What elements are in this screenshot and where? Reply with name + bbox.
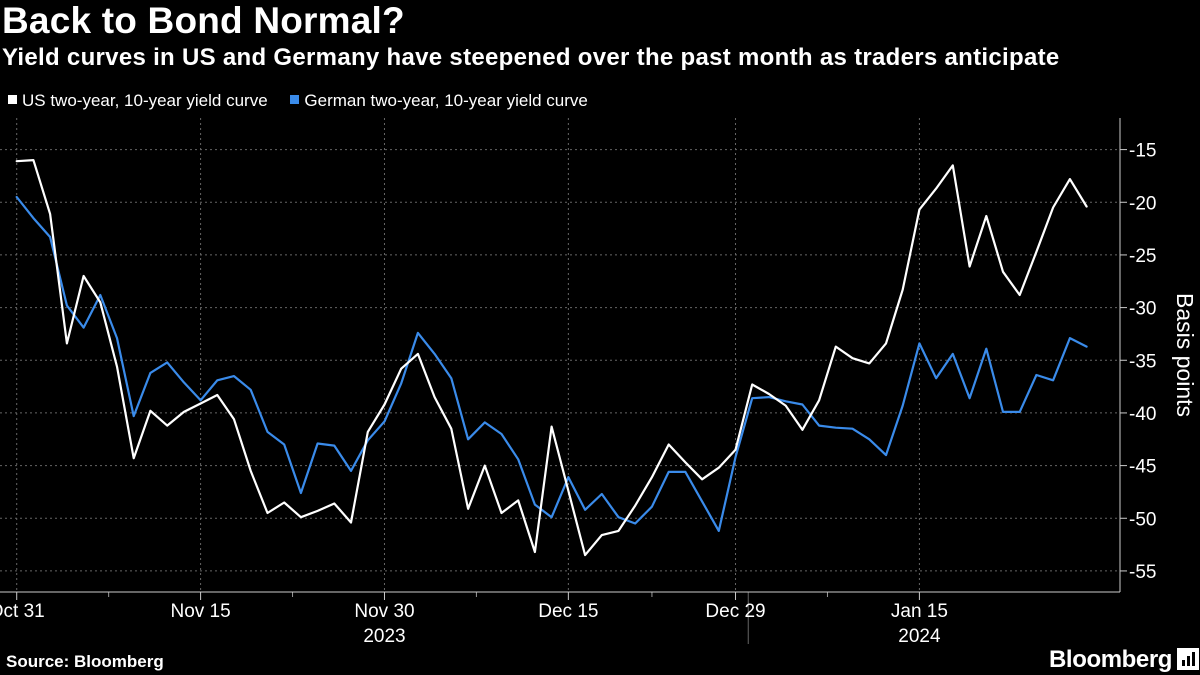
y-tick-label: -45 — [1129, 457, 1156, 478]
x-year-label: 2024 — [898, 626, 941, 647]
legend: US two-year, 10-year yield curve German … — [8, 91, 606, 111]
x-tick-label: Nov 30 — [354, 601, 414, 622]
legend-label-german: German two-year, 10-year yield curve — [304, 91, 588, 110]
bloomberg-terminal-icon — [1177, 648, 1199, 670]
y-tick-label: -20 — [1129, 193, 1156, 214]
german-yield-curve-line — [15, 195, 1088, 533]
legend-swatch-us — [8, 95, 17, 104]
source-note: Source: Bloomberg — [6, 652, 164, 671]
legend-item-german: German two-year, 10-year yield curve — [290, 91, 588, 111]
y-axis-title: Basis points — [1172, 293, 1198, 417]
legend-label-us: US two-year, 10-year yield curve — [22, 91, 268, 110]
y-tick-label: -25 — [1129, 246, 1156, 267]
legend-item-us: US two-year, 10-year yield curve — [8, 91, 268, 111]
label-layer: -15 -20 -25 -30 -35 -40 -45 -50 -55 Oct 31 Nov 15 N… — [0, 141, 1198, 647]
y-tick-label: -50 — [1129, 509, 1156, 530]
bloomberg-logo: Bloomberg — [1049, 646, 1173, 673]
legend-swatch-german — [290, 95, 300, 104]
y-tick-label: -35 — [1129, 351, 1156, 372]
chart-subtitle: Yield curves in US and Germany have stee… — [2, 44, 1060, 71]
y-tick-label: -40 — [1129, 404, 1156, 425]
grid-layer — [0, 118, 1120, 592]
chart-title: Back to Bond Normal? — [2, 0, 405, 41]
us-yield-curve-line — [15, 159, 1088, 557]
y-tick-label: -30 — [1129, 299, 1156, 320]
x-tick-label: Oct 31 — [0, 601, 45, 622]
x-tick-label: Nov 15 — [170, 601, 230, 622]
x-tick-label: Dec 29 — [705, 601, 765, 622]
series-layer — [15, 159, 1088, 557]
x-year-label: 2023 — [363, 626, 405, 647]
y-tick-label: -55 — [1129, 562, 1156, 583]
axis-layer — [0, 118, 1127, 644]
y-tick-label: -15 — [1129, 141, 1156, 162]
x-tick-label: Jan 15 — [891, 601, 948, 622]
x-tick-label: Dec 15 — [538, 601, 598, 622]
